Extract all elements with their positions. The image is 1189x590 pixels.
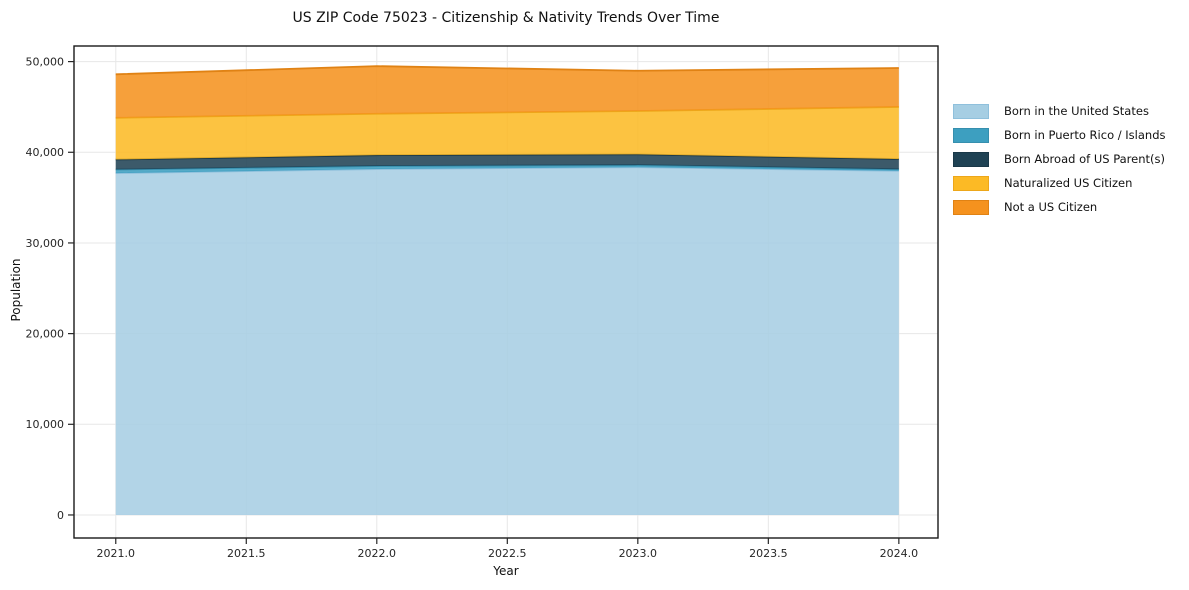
y-tick-label: 20,000 [26,327,65,340]
legend-label: Born Abroad of US Parent(s) [1004,152,1165,166]
legend-swatch [953,104,989,119]
legend-item: Not a US Citizen [953,200,1166,215]
legend-label: Not a US Citizen [1004,200,1098,214]
x-tick-label: 2022.5 [488,547,527,560]
area-band [115,106,899,160]
legend-label: Born in Puerto Rico / Islands [1004,128,1166,142]
legend-item: Born in Puerto Rico / Islands [953,128,1166,143]
x-tick-label: 2022.0 [358,547,397,560]
legend-swatch [953,200,989,215]
area-band [115,154,899,170]
legend-item: Born Abroad of US Parent(s) [953,152,1166,167]
x-tick-label: 2023.5 [749,547,788,560]
x-tick-label: 2021.0 [97,547,136,560]
x-tick-label: 2024.0 [880,547,919,560]
y-tick-label: 40,000 [26,146,65,159]
x-axis-label: Year [493,564,519,578]
legend: Born in the United States Born in Puerto … [953,104,1166,215]
y-tick-label: 0 [57,509,64,522]
plot-border [73,45,939,539]
x-tick-label: 2021.5 [227,547,266,560]
area-band [115,167,899,515]
x-tick-label: 2023.0 [619,547,658,560]
legend-swatch [953,152,989,167]
y-tick-label: 50,000 [26,55,65,68]
legend-item: Born in the United States [953,104,1166,119]
legend-label: Born in the United States [1004,104,1149,118]
legend-item: Naturalized US Citizen [953,176,1166,191]
legend-swatch [953,128,989,143]
legend-swatch [953,176,989,191]
y-tick-label: 30,000 [26,237,65,250]
chart-title: US ZIP Code 75023 - Citizenship & Nativi… [292,10,720,26]
area-band [115,66,899,118]
area-edge-line [115,65,899,76]
legend-label: Naturalized US Citizen [1004,176,1133,190]
y-tick-label: 10,000 [26,418,65,431]
